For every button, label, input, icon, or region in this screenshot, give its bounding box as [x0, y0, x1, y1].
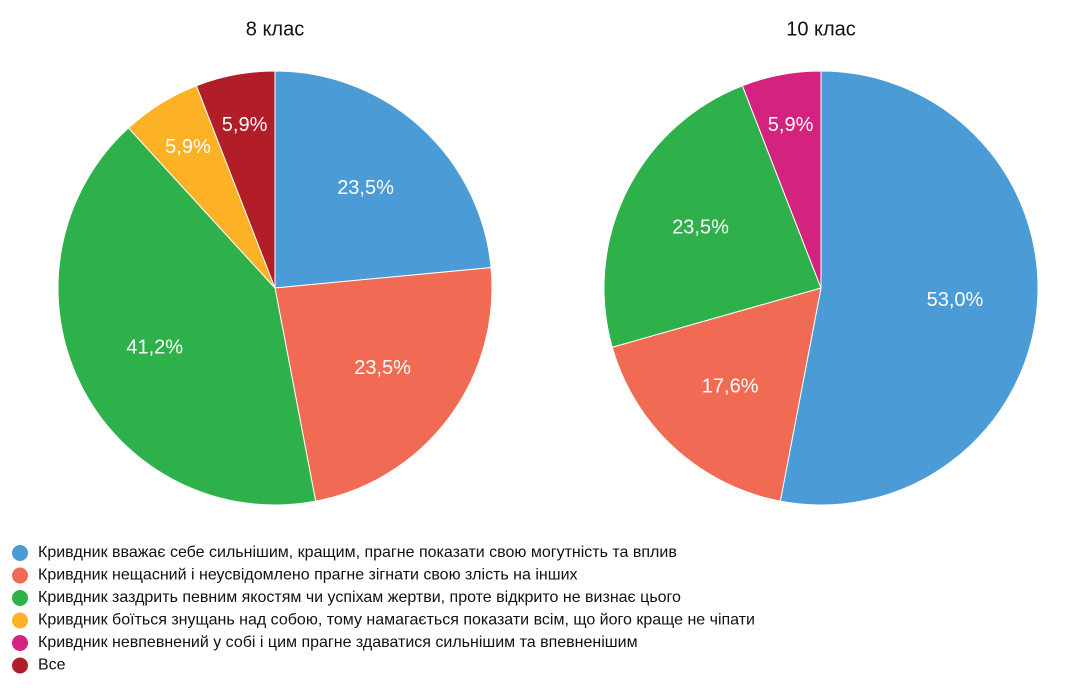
pie-slice	[611, 287, 822, 502]
pie-slice	[741, 70, 822, 289]
pie-slice	[274, 70, 492, 289]
legend-swatch	[12, 567, 28, 584]
legend-swatch	[12, 635, 28, 651]
legend-swatch	[12, 590, 28, 606]
data-label: 53,0%	[927, 289, 984, 311]
legend-label: Кривдник нещасний і неусвідомлено прагне…	[38, 567, 578, 584]
data-label: 23,5%	[337, 177, 394, 199]
pie-slice	[274, 267, 493, 502]
legend-label: Кривдник боїться знущань над собою, тому…	[38, 612, 755, 629]
legend-label: Все	[38, 657, 66, 674]
pie-slice	[57, 127, 317, 506]
data-label: 23,5%	[672, 216, 729, 238]
data-label: 5,9%	[768, 114, 814, 136]
pie-slice	[603, 85, 822, 348]
data-label: 5,9%	[165, 136, 211, 158]
legend-swatch	[12, 612, 28, 629]
legend-swatch	[12, 657, 28, 674]
chart-title: 10 клас	[786, 18, 856, 40]
legend-label: Кривдник заздрить певним якостям чи успі…	[38, 589, 681, 606]
legend-swatch	[12, 545, 28, 561]
data-label: 41,2%	[126, 337, 183, 359]
pie-slice	[779, 70, 1039, 506]
data-label: 5,9%	[222, 114, 268, 136]
legend-label: Кривдник невпевнений у собі і цим прагне…	[38, 634, 638, 651]
data-label: 23,5%	[354, 357, 411, 379]
legend-label: Кривдник вважає себе сильнішим, кращим, …	[38, 544, 677, 561]
pie-slice	[195, 70, 276, 289]
chart-title: 8 клас	[246, 18, 304, 40]
data-label: 17,6%	[702, 376, 759, 398]
